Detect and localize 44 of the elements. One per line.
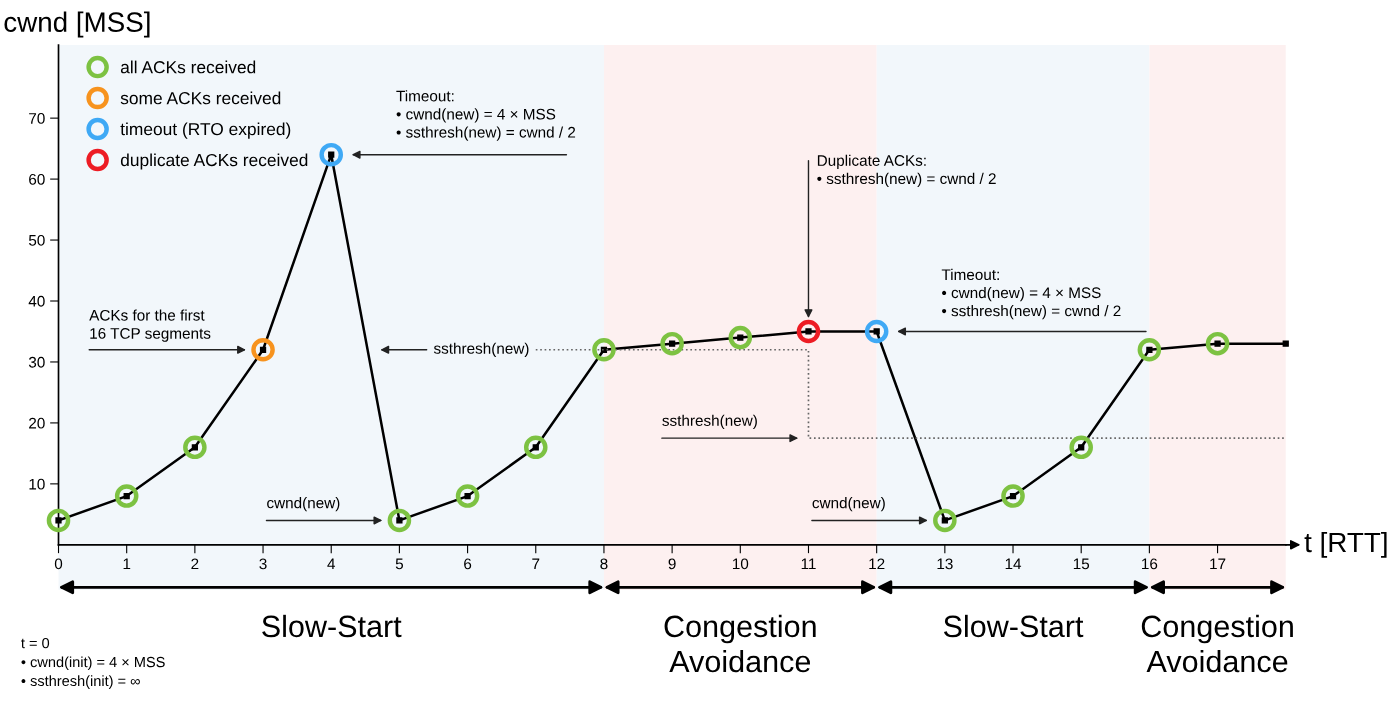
x-tick-label: 15 [1073, 558, 1090, 570]
x-tick-label: 1 [123, 558, 131, 570]
y-tick-label: 60 [29, 173, 45, 185]
x-tick-label: 11 [801, 558, 816, 570]
y-axis-title: cwnd [MSS] [4, 11, 150, 38]
annotation: cwnd(new) [812, 497, 885, 512]
y-tick-label: 30 [28, 356, 45, 368]
annotation: Timeout: • cwnd(new) = 4 × MSS • ssthresh(new) = cwnd / 2 [396, 90, 576, 141]
legend-label: some ACKs received [120, 91, 281, 105]
x-tick-label: 4 [327, 558, 336, 570]
x-tick-label: 13 [937, 558, 953, 570]
x-tick-label: 6 [464, 558, 472, 570]
annotation: ssthresh(new) [433, 342, 529, 357]
text: t = 0 • cwnd(init) = 4 × MSS • ssthresh(init) = ∞ [21, 637, 165, 689]
y-tick-label: 50 [28, 234, 45, 246]
x-tick-label: 9 [668, 558, 676, 570]
x-tick-label: 3 [259, 558, 267, 570]
annotation: ssthresh(new) [662, 414, 757, 429]
annotation: ACKs for the first 16 TCP segments [89, 309, 211, 342]
band-label: Slow-Start [943, 614, 1084, 638]
legend-label: all ACKs received [120, 60, 256, 74]
y-tick-label: 10 [29, 478, 45, 490]
annotation: cwnd(new) [267, 497, 340, 512]
band-label: Slow-Start [262, 614, 402, 638]
y-tick-label: 70 [29, 113, 45, 124]
x-tick-label: 14 [1005, 558, 1022, 570]
x-tick-label: 10 [732, 558, 749, 570]
x-tick-label: 12 [869, 558, 885, 570]
legend-label: timeout (RTO expired) [120, 122, 291, 139]
x-axis-title: t [RTT] [1304, 531, 1387, 558]
x-tick-label: 8 [600, 558, 608, 570]
x-tick-label: 0 [54, 558, 63, 570]
y-tick-label: 40 [28, 295, 45, 307]
band-label: Congestion Avoidance [1141, 614, 1293, 673]
annotation: Duplicate ACKs: • ssthresh(new) = cwnd / 2 [817, 154, 996, 188]
x-tick-label: 17 [1210, 558, 1226, 570]
x-tick-label: 2 [191, 558, 199, 570]
legend-label: duplicate ACKs received [120, 153, 308, 170]
annotation: Timeout: • cwnd(new) = 4 × MSS • ssthresh(new) = cwnd / 2 [941, 268, 1121, 320]
x-tick-label: 16 [1142, 558, 1158, 570]
x-tick-label: 7 [532, 558, 540, 570]
x-tick-label: 5 [395, 558, 404, 570]
y-tick-label: 20 [29, 417, 45, 429]
band-label: Congestion Avoidance [664, 614, 816, 673]
